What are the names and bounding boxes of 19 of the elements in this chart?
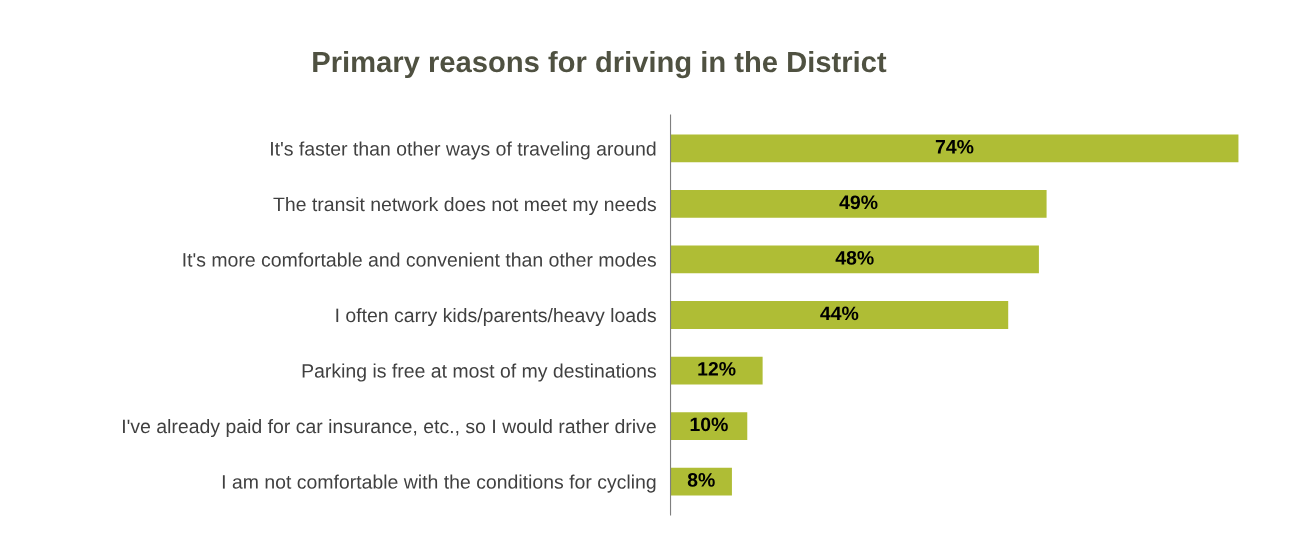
bar [670,134,1239,163]
y-tick-label: It's more comfortable and convenient than other modes [183,252,656,267]
data-label: 44% [820,306,859,321]
data-label: 8% [687,473,715,487]
bar [670,245,1039,274]
y-tick-label: It's faster than other ways of traveling around [271,141,656,160]
data-label: 12% [698,361,736,376]
data-label: 74% [935,139,974,154]
y-tick-label: Parking is free at most of my destinations [302,363,656,382]
y-tick-label: The transit network does not meet my needs [273,196,656,216]
y-tick-label: I am not comfortable with the conditions for cycling [222,474,656,493]
bar [670,301,1009,329]
chart-title: Primary reasons for driving in the District [313,50,887,79]
data-label: 10% [690,417,728,432]
y-tick-label: I often carry kids/parents/heavy loads [336,307,656,327]
bar [670,190,1047,218]
y-tick-label: I've already paid for car insurance, etc., so I would rather drive [123,418,656,438]
data-label: 48% [835,250,874,265]
data-label: 49% [839,195,878,210]
